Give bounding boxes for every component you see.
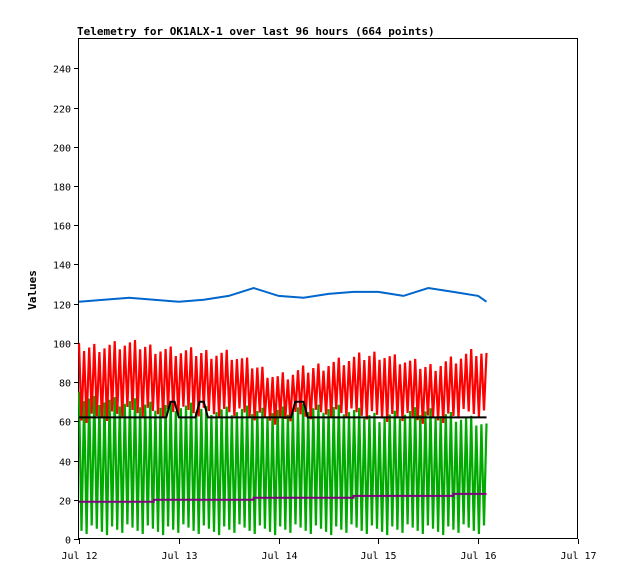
x-tick-label: Jul 15: [360, 551, 396, 562]
x-tick-label: Jul 16: [460, 551, 496, 562]
plot-frame: [78, 38, 578, 539]
y-axis-label: Values: [26, 270, 39, 310]
y-tick-label: 60: [59, 418, 71, 429]
y-tick-label: 120: [53, 301, 71, 312]
x-tick-label: Jul 13: [161, 551, 197, 562]
y-tick-label: 200: [53, 144, 71, 155]
y-axis: 0 20 40 60 80 100 120 140 160 180 200 220 240: [53, 65, 79, 547]
series-line-red: [77, 339, 488, 425]
y-tick-label: 20: [59, 497, 71, 508]
x-tick-label: Jul 14: [261, 551, 297, 562]
series-line-black: [79, 400, 487, 419]
series-line-blue: [78, 286, 488, 303]
series-layer: [77, 286, 488, 536]
chart-title: Telemetry for OK1ALX-1 over last 96 hour…: [77, 25, 435, 38]
y-tick-label: 0: [65, 536, 71, 547]
series-line-green: [77, 391, 488, 536]
y-tick-label: 80: [59, 379, 71, 390]
y-tick-label: 240: [53, 65, 71, 76]
x-tick-label: Jul 12: [61, 551, 97, 562]
y-tick-label: 220: [53, 105, 71, 116]
y-tick-label: 160: [53, 222, 71, 233]
x-axis: Jul 12 Jul 13 Jul 14 Jul 15 Jul 16 Jul 17: [61, 539, 597, 562]
x-tick-label: Jul 17: [560, 551, 596, 562]
series-line-purple: [79, 492, 487, 503]
y-tick-label: 140: [53, 261, 71, 272]
y-tick-label: 100: [53, 340, 71, 351]
y-tick-label: 40: [59, 458, 71, 469]
y-tick-label: 180: [53, 183, 71, 194]
